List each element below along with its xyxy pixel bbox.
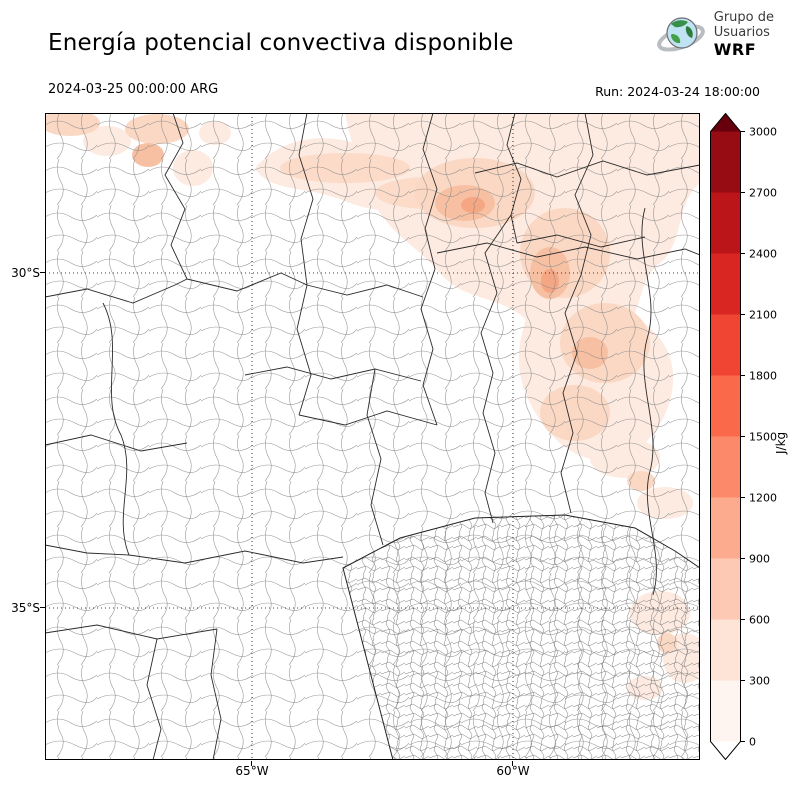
lon-tick-60w	[512, 761, 513, 766]
colorbar-segment-900-1200	[710, 497, 741, 559]
colorbar-segment-300-600	[710, 619, 741, 681]
page-title: Energía potencial convectiva disponible	[48, 30, 514, 56]
lat-tick-35s	[40, 607, 45, 608]
colorbar-segments	[710, 131, 741, 742]
colorbar-ticks	[740, 131, 745, 742]
province-boundaries	[45, 113, 700, 760]
colorbar-tick-2100: 2100	[749, 309, 777, 322]
colorbar-segment-600-900	[710, 558, 741, 620]
colorbar-unit-label: J/kg	[774, 431, 788, 454]
colorbar-tick-1800: 1800	[749, 370, 777, 383]
colorbar-tick-1200: 1200	[749, 492, 777, 505]
logo-line-2: Usuarios	[713, 25, 770, 41]
colorbar-segment-2700-3000	[710, 131, 741, 193]
colorbar-segment-0-300	[710, 680, 741, 742]
colorbar-tick-2400: 2400	[749, 248, 777, 261]
colorbar-tick-labels: 3000 2700 2400 2100 1800 1500 1200 900 6…	[749, 126, 777, 749]
run-time-label: Run: 2024-03-24 18:00:00	[595, 84, 760, 99]
logo-line-3: WRF	[713, 39, 757, 59]
ba-partidos-region	[342, 514, 700, 760]
colorbar-segment-1200-1500	[710, 436, 741, 498]
wrf-globe-icon	[656, 17, 705, 52]
map-svg	[45, 113, 700, 760]
lon-tick-65w	[251, 761, 252, 766]
colorbar: 3000 2700 2400 2100 1800 1500 1200 900 6…	[710, 113, 777, 760]
colorbar-tick-0: 0	[749, 736, 756, 749]
colorbar-under-arrow	[710, 741, 741, 760]
colorbar-over-arrow	[710, 113, 741, 132]
colorbar-tick-900: 900	[749, 553, 770, 566]
lat-label-30s: 30°S	[11, 266, 40, 280]
colorbar-tick-2700: 2700	[749, 187, 777, 200]
colorbar-segment-1800-2100	[710, 314, 741, 376]
colorbar-tick-600: 600	[749, 614, 770, 627]
lat-label-35s: 35°S	[11, 601, 40, 615]
colorbar-tick-300: 300	[749, 675, 770, 688]
lon-label-60w: 60°W	[496, 764, 530, 778]
lon-label-65w: 65°W	[235, 764, 269, 778]
lat-tick-30s	[40, 272, 45, 273]
valid-time-label: 2024-03-25 00:00:00 ARG	[48, 82, 219, 97]
colorbar-segment-2100-2400	[710, 253, 741, 315]
map-border	[45, 113, 700, 760]
logo-line-1: Grupo de	[713, 10, 774, 25]
wrf-logo: Grupo de Usuarios WRF	[656, 10, 774, 60]
colorbar-segment-1500-1800	[710, 375, 741, 437]
colorbar-segment-2400-2700	[710, 192, 741, 254]
colorbar-tick-3000: 3000	[749, 126, 777, 139]
colorbar-tick-1500: 1500	[749, 431, 777, 444]
wrf-logo-text: Grupo de Usuarios WRF	[714, 10, 774, 60]
